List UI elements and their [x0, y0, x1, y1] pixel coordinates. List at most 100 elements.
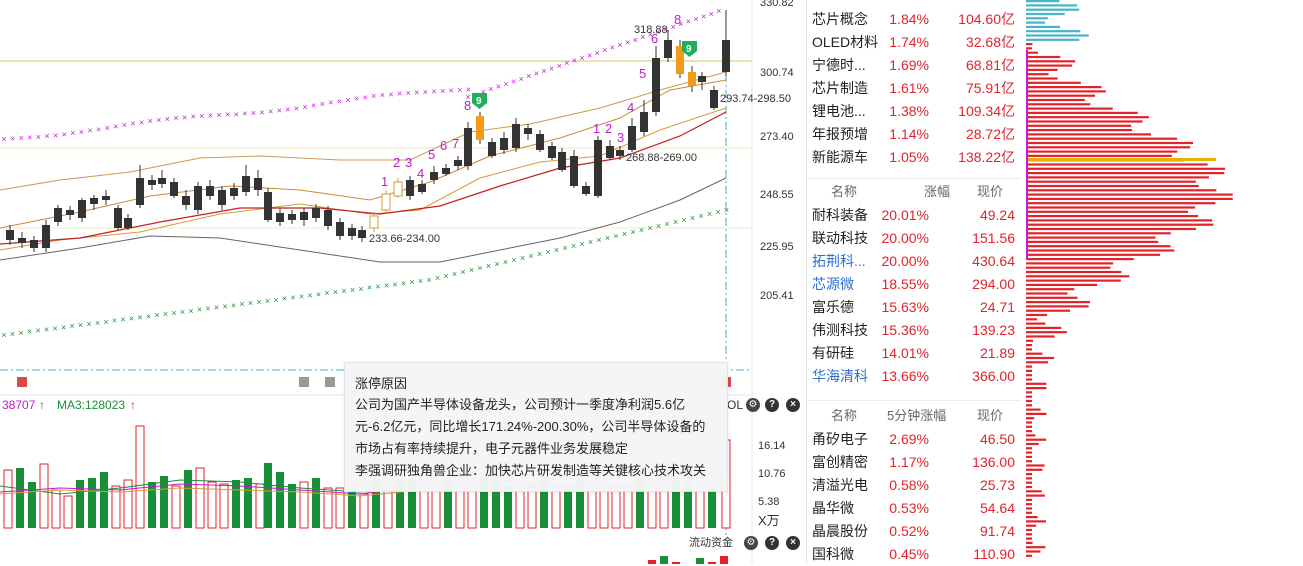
seq1-8: 8 — [464, 98, 471, 113]
sar-cross: × — [282, 294, 287, 304]
list-item[interactable]: 宁德时... 1.69% 68.81亿 — [807, 54, 1021, 77]
sar-cross: × — [163, 309, 168, 319]
list-item[interactable]: 富乐德 15.63% 24.71 — [807, 296, 1021, 319]
sar-cross: × — [214, 303, 219, 313]
candle — [548, 146, 556, 158]
profile-bar — [1026, 94, 1096, 97]
sar-cross: × — [10, 329, 15, 339]
change-value: 0.52% — [889, 523, 929, 539]
profile-bar — [1026, 288, 1075, 291]
profile-bar — [1026, 511, 1032, 514]
sar-cross: × — [440, 86, 445, 96]
profile-bar — [1026, 533, 1032, 536]
sar-cross: × — [481, 87, 486, 97]
volume-bar — [623, 487, 633, 529]
profile-bar — [1026, 34, 1089, 37]
list-item[interactable]: OLED材料 1.74% 32.68亿 — [807, 31, 1021, 54]
sar-cross: × — [197, 305, 202, 315]
event-icon[interactable] — [325, 377, 335, 387]
candle — [594, 140, 602, 196]
profile-bar — [1026, 374, 1032, 377]
list-item[interactable]: 拓荆科... 20.00% 430.64 — [807, 250, 1021, 273]
sar-cross: × — [443, 271, 448, 281]
price-tick: 225.95 — [760, 241, 794, 253]
list-item[interactable]: 年报预增 1.14% 28.72亿 — [807, 123, 1021, 146]
sar-cross: × — [452, 269, 457, 279]
candle — [430, 172, 438, 180]
vol-tag[interactable]: OL — [727, 398, 743, 412]
profile-bar — [1026, 77, 1058, 80]
sar-cross: × — [639, 225, 644, 235]
volume-bar — [527, 485, 537, 529]
list-item[interactable]: 芯片概念 1.84% 104.60亿 — [807, 8, 1021, 31]
profile-bar — [1026, 468, 1043, 471]
close-icon[interactable]: × — [786, 536, 800, 550]
list-item[interactable]: 晶晨股份 0.52% 91.74 — [807, 520, 1021, 543]
candle — [170, 182, 178, 196]
list-item[interactable]: 富创精密 1.17% 136.00 — [807, 451, 1021, 474]
help-icon[interactable]: ? — [765, 536, 779, 550]
candle — [464, 128, 472, 166]
funds-bar — [660, 556, 668, 564]
sar-cross: × — [610, 43, 615, 53]
change-value: 14.01% — [881, 345, 929, 361]
candle-highlight — [688, 72, 696, 86]
candle — [369, 215, 379, 229]
list-item[interactable]: 芯源微 18.55% 294.00 — [807, 273, 1021, 296]
sar-cross: × — [171, 308, 176, 318]
list-item[interactable]: 有研硅 14.01% 21.89 — [807, 342, 1021, 365]
event-icon[interactable] — [17, 377, 27, 387]
list-item[interactable]: 新能源车 1.05% 138.22亿 — [807, 146, 1021, 169]
list-item[interactable]: 耐科装备 20.01% 49.24 — [807, 204, 1021, 227]
candle — [324, 210, 332, 226]
volume-bar — [564, 486, 572, 528]
profile-bar — [1026, 477, 1032, 480]
sar-cross: × — [414, 87, 419, 97]
sar-cross: × — [681, 215, 686, 225]
sar-cross: × — [503, 257, 508, 267]
stock-name: 年报预增 — [812, 126, 868, 142]
list-item[interactable]: 伟测科技 15.36% 139.23 — [807, 319, 1021, 342]
list-item[interactable]: 华海清科 13.66% 366.00 — [807, 365, 1021, 388]
stock-name: 锂电池... — [812, 103, 866, 119]
ma3-arrow: ↑ — [130, 398, 136, 412]
close-icon[interactable]: × — [786, 398, 800, 412]
profile-bar — [1026, 223, 1214, 226]
profile-bar — [1026, 266, 1111, 269]
kline-chart[interactable]: × × × × × × × × × × × × × × × × × × × × × × × × × × × × × × × × × × × × × × × ×… — [0, 0, 805, 564]
volume-bar — [672, 480, 680, 528]
gear-icon[interactable]: ⚙ — [744, 536, 758, 550]
sar-cross: × — [234, 109, 239, 119]
sar-cross: × — [663, 24, 668, 34]
profile-bar — [1026, 172, 1225, 175]
sar-cross: × — [486, 261, 491, 271]
seq1-2: 2 — [393, 155, 400, 170]
candle — [640, 112, 648, 132]
candle — [300, 212, 308, 220]
seq1-5: 5 — [428, 147, 435, 162]
list-item[interactable]: 甬矽电子 2.69% 46.50 — [807, 428, 1021, 451]
list-item[interactable]: 清溢光电 0.58% 25.73 — [807, 474, 1021, 497]
sar-cross: × — [693, 14, 698, 24]
candle — [54, 208, 62, 222]
sar-cross: × — [139, 117, 144, 127]
svg-text:9: 9 — [476, 96, 482, 107]
candle — [722, 40, 730, 72]
list-item[interactable]: 锂电池... 1.38% 109.34亿 — [807, 100, 1021, 123]
gear-icon[interactable]: ⚙ — [746, 398, 760, 412]
sar-cross: × — [341, 286, 346, 296]
list-item[interactable]: 晶华微 0.53% 54.64 — [807, 497, 1021, 520]
help-icon[interactable]: ? — [765, 398, 779, 412]
list-item[interactable]: 联动科技 20.00% 151.56 — [807, 227, 1021, 250]
profile-bar — [1026, 38, 1080, 41]
list-item[interactable]: 国科微 0.45% 110.90 — [807, 543, 1021, 566]
sar-cross: × — [36, 132, 41, 142]
event-icon[interactable] — [299, 377, 309, 387]
stock-name: 国科微 — [812, 546, 854, 562]
profile-bar — [1026, 73, 1049, 76]
volume-bar — [207, 481, 217, 529]
sar-cross: × — [488, 84, 493, 94]
funds-label[interactable]: 流动资金 — [689, 535, 733, 549]
volume-bar — [51, 489, 61, 529]
list-item[interactable]: 芯片制造 1.61% 75.91亿 — [807, 77, 1021, 100]
